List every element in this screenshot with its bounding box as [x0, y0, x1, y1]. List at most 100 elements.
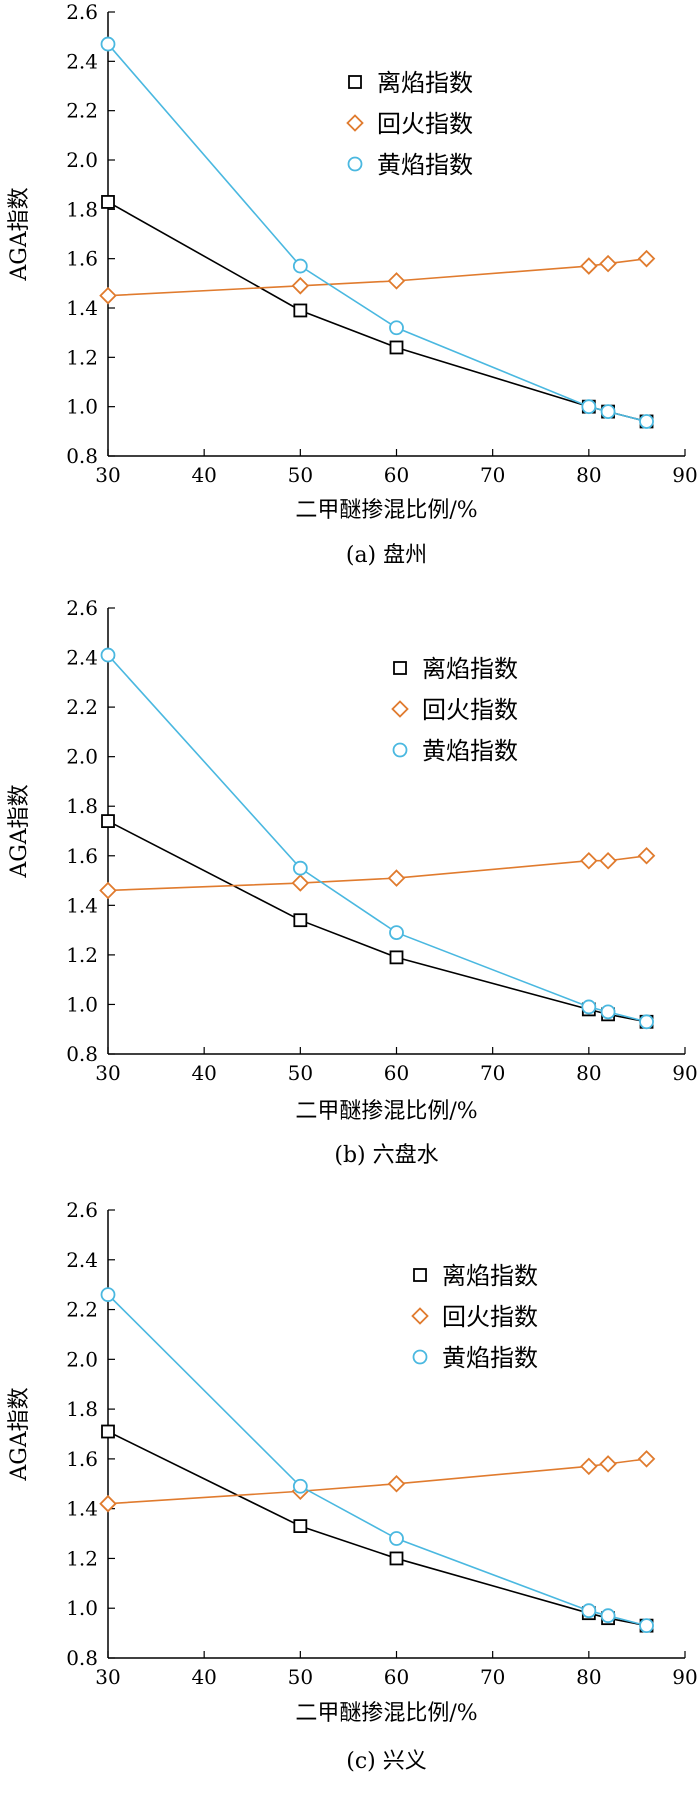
data-point [580, 1457, 598, 1476]
data-point [639, 1014, 654, 1030]
y-tick-label: 1.2 [66, 345, 98, 369]
y-tick-label: 1.6 [66, 247, 98, 271]
y-tick-label: 1.8 [66, 1397, 98, 1421]
series-3 [100, 36, 654, 429]
legend-marker [348, 75, 362, 89]
data-point [599, 1455, 617, 1473]
data-point [389, 1551, 404, 1566]
legend-marker [411, 1307, 429, 1325]
data-point [600, 1004, 616, 1020]
x-tick-label: 40 [191, 1665, 216, 1689]
legend-label: 离焰指数 [442, 1262, 538, 1290]
chart-panel-3: 30 40 50 60 70 80 90 0.8 1.0 1.2 1.4 1.6 1.8 2.0 2.2 2.… [7, 1198, 698, 1774]
y-tick-label: 1.4 [66, 1497, 98, 1521]
data-point [99, 881, 117, 900]
x-tick-label: 80 [576, 1665, 601, 1689]
data-point [101, 814, 115, 828]
data-point [100, 647, 116, 663]
data-point [292, 860, 308, 876]
chart-caption: (b) 六盘水 [334, 1143, 438, 1168]
series-2 [99, 249, 656, 305]
legend-label: 黄焰指数 [377, 151, 473, 179]
data-point [293, 913, 308, 928]
y-tick-label: 2.6 [66, 0, 98, 24]
x-tick-label: 70 [480, 1665, 505, 1689]
legend-marker [413, 1268, 427, 1282]
data-point [599, 851, 617, 870]
series-3 [100, 647, 654, 1030]
legend-label: 回火指数 [377, 110, 473, 138]
legend-label: 黄焰指数 [442, 1344, 538, 1372]
y-tick-label: 0.8 [66, 444, 98, 468]
series-1 [101, 195, 654, 429]
y-tick-label: 0.8 [66, 1646, 98, 1670]
legend-marker [392, 742, 408, 758]
data-point [387, 869, 406, 887]
series-line [107, 201, 647, 423]
data-point [100, 36, 116, 52]
data-point [389, 1531, 404, 1546]
legend-marker [391, 700, 409, 718]
data-point [293, 303, 308, 318]
y-tick-label: 0.8 [66, 1042, 98, 1066]
x-axis-label: 二甲醚掺混比例/% [295, 498, 477, 523]
series-2 [99, 1450, 656, 1513]
legend-label: 回火指数 [442, 1303, 538, 1331]
legend-label: 离焰指数 [377, 69, 473, 97]
data-point [292, 1478, 308, 1494]
y-tick-label: 2.2 [66, 99, 98, 123]
y-tick-label: 2.4 [66, 1248, 98, 1272]
series-line [107, 1294, 647, 1627]
legend-marker [393, 661, 407, 675]
data-point [581, 399, 597, 415]
data-point [292, 258, 308, 274]
chart-panel-1: 30 40 50 60 70 80 90 0.8 1.0 1.2 1.4 1.6 1.8 2.0 2.2 2.… [7, 0, 698, 568]
chart-panel-2: 30 40 50 60 70 80 90 0.8 1.0 1.2 1.4 1.6 1.8 2.0 2.2 2.… [7, 596, 698, 1168]
y-tick-label: 2.6 [66, 596, 98, 620]
y-tick-label: 2.6 [66, 1198, 98, 1222]
legend-marker [346, 114, 364, 132]
chart-caption: (c) 兴义 [346, 1749, 426, 1774]
data-point [389, 340, 404, 355]
x-axis-label: 二甲醚掺混比例/% [295, 1701, 477, 1726]
data-point [580, 257, 598, 275]
data-point [600, 1608, 616, 1624]
y-tick-label: 1.0 [66, 395, 98, 419]
y-tick-label: 2.0 [66, 148, 98, 172]
y-tick-label: 2.2 [66, 1298, 98, 1322]
legend-label: 离焰指数 [422, 655, 518, 683]
x-tick-label: 70 [480, 463, 505, 487]
series-line [107, 820, 647, 1023]
y-tick-label: 2.0 [66, 745, 98, 769]
y-tick-label: 2.4 [66, 49, 98, 73]
data-point [581, 999, 597, 1015]
y-tick-label: 1.2 [66, 1546, 98, 1570]
data-point [100, 1287, 116, 1303]
x-tick-label: 30 [95, 463, 120, 487]
data-point [99, 1494, 117, 1513]
y-tick-label: 1.2 [66, 943, 98, 967]
y-axis-label: AGA指数 [7, 187, 32, 281]
data-point [637, 847, 656, 865]
y-tick-label: 1.0 [66, 1596, 98, 1620]
series-line [107, 257, 647, 297]
x-tick-label: 70 [480, 1061, 505, 1085]
y-tick-label: 1.8 [66, 794, 98, 818]
y-axis-label: AGA指数 [7, 784, 32, 878]
series-line [107, 43, 647, 423]
y-tick-label: 2.4 [66, 646, 98, 670]
y-tick-label: 1.4 [66, 893, 98, 917]
series-line [107, 1458, 647, 1505]
data-point [291, 277, 310, 295]
x-tick-label: 30 [95, 1061, 120, 1085]
x-tick-label: 60 [384, 1665, 409, 1689]
data-point [389, 925, 404, 940]
data-point [389, 950, 404, 965]
series-2 [99, 847, 656, 900]
y-tick-label: 1.6 [66, 844, 98, 868]
legend-label: 黄焰指数 [422, 737, 518, 765]
x-tick-label: 50 [288, 1061, 313, 1085]
data-point [99, 286, 117, 305]
